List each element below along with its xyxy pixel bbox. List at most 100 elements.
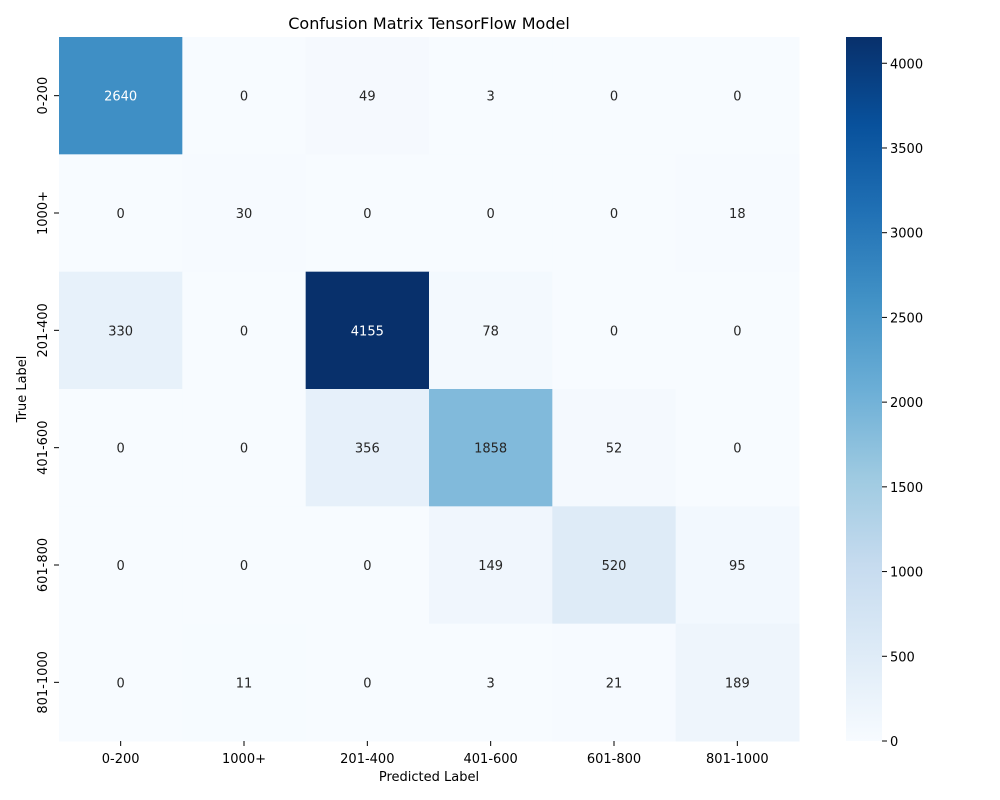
heatmap-cell <box>675 37 800 155</box>
heatmap-cell <box>429 271 553 390</box>
cell-value-label: 356 <box>355 442 380 457</box>
heatmap-cell <box>182 37 307 155</box>
cell-value-label: 0 <box>240 324 248 339</box>
cell-value-label: 149 <box>478 559 503 574</box>
cell-value-label: 189 <box>725 676 750 691</box>
heatmap-cell <box>305 37 430 155</box>
heatmap-cell <box>182 154 307 273</box>
heatmap-cell <box>182 506 307 625</box>
cell-value-label: 0 <box>240 559 248 574</box>
heatmap-cell <box>552 37 677 155</box>
heatmap-cell <box>59 271 183 390</box>
heatmap-cell <box>305 506 430 625</box>
heatmap-cell <box>429 389 553 507</box>
heatmap-cell <box>59 623 183 742</box>
cell-value-label: 18 <box>729 207 746 222</box>
heatmap-cell <box>182 271 307 390</box>
cell-value-label: 520 <box>602 559 627 574</box>
y-tick-label: 201-400 <box>36 303 51 357</box>
cell-value-label: 0 <box>117 676 125 691</box>
cell-value-label: 0 <box>610 90 618 105</box>
y-tick-label: 801-1000 <box>36 651 51 714</box>
heatmap-cell <box>675 623 800 742</box>
cell-value-label: 0 <box>610 324 618 339</box>
heatmap-cell <box>59 154 183 273</box>
cell-value-label: 4155 <box>351 324 384 339</box>
cell-value-label: 2640 <box>104 90 137 105</box>
cell-value-label: 52 <box>606 442 623 457</box>
x-tick-label: 0-200 <box>102 752 140 767</box>
heatmap-cell <box>675 506 800 625</box>
heatmap-cell <box>675 271 800 390</box>
cell-value-label: 30 <box>236 207 253 222</box>
colorbar-tick-label: 500 <box>890 650 915 665</box>
heatmap-cell <box>429 37 553 155</box>
colorbar <box>846 37 882 741</box>
colorbar-tick-label: 3500 <box>890 142 923 157</box>
colorbar-tick-label: 4000 <box>890 57 923 72</box>
cell-value-label: 0 <box>610 207 618 222</box>
cell-value-label: 330 <box>108 324 133 339</box>
heatmap-cell <box>429 623 553 742</box>
heatmap-cell <box>59 506 183 625</box>
heatmap-cell <box>552 389 677 507</box>
colorbar-ticks: 0 500 1000 1500 2000 2500 3000 3500 4000 <box>882 57 923 750</box>
cell-value-label: 78 <box>482 324 499 339</box>
y-tick-label: 1000+ <box>36 191 51 235</box>
cell-value-label: 0 <box>733 90 741 105</box>
heatmap-cell <box>305 389 430 507</box>
heatmap-cell <box>59 389 183 507</box>
colorbar-tick-label: 3000 <box>890 227 923 242</box>
colorbar-tick-label: 1000 <box>890 566 923 581</box>
y-tick-label: 601-800 <box>36 538 51 592</box>
chart-title: Confusion Matrix TensorFlow Model <box>288 14 570 33</box>
cell-value-label: 21 <box>606 676 623 691</box>
cell-value-label: 11 <box>236 676 253 691</box>
x-tick-label: 801-1000 <box>706 752 769 767</box>
heatmap-cell <box>675 154 800 273</box>
heatmap-cell <box>552 154 677 273</box>
cell-value-label: 0 <box>117 207 125 222</box>
x-axis: 0-200 1000+ 201-400 401-600 601-800 801-1000 <box>102 741 769 767</box>
heatmap-cell <box>552 506 677 625</box>
cell-value-label: 0 <box>363 207 371 222</box>
x-tick-label: 601-800 <box>587 752 641 767</box>
x-tick-label: 201-400 <box>340 752 394 767</box>
x-tick-label: 1000+ <box>222 752 266 767</box>
cell-value-label: 0 <box>733 442 741 457</box>
y-tick-label: 0-200 <box>36 77 51 115</box>
cell-value-label: 0 <box>363 559 371 574</box>
heatmap-cell <box>182 389 307 507</box>
cell-value-label: 0 <box>117 559 125 574</box>
heatmap-cell <box>182 623 307 742</box>
cell-value-label: 0 <box>117 442 125 457</box>
colorbar-tick-label: 1500 <box>890 481 923 496</box>
cell-value-label: 0 <box>487 207 495 222</box>
heatmap-cell <box>429 506 553 625</box>
y-tick-label: 401-600 <box>36 421 51 475</box>
cell-value-label: 3 <box>487 90 495 105</box>
heatmap-cell <box>552 271 677 390</box>
heatmap-cell <box>305 271 430 390</box>
heatmap-cell <box>305 623 430 742</box>
cell-value-label: 0 <box>240 442 248 457</box>
x-tick-label: 401-600 <box>464 752 518 767</box>
heatmap-cell <box>429 154 553 273</box>
heatmap-cell <box>552 623 677 742</box>
y-axis: 0-200 1000+ 201-400 401-600 601-800 801-1000 <box>36 77 59 714</box>
cell-value-label: 3 <box>487 676 495 691</box>
cell-value-label: 1858 <box>474 442 507 457</box>
colorbar-tick-label: 2500 <box>890 311 923 326</box>
heatmap-cell <box>675 389 800 507</box>
x-axis-label: Predicted Label <box>379 770 479 785</box>
colorbar-tick-label: 0 <box>890 735 898 750</box>
cell-value-label: 49 <box>359 90 376 105</box>
colorbar-tick-label: 2000 <box>890 396 923 411</box>
cell-value-label: 0 <box>240 90 248 105</box>
cell-value-label: 0 <box>733 324 741 339</box>
cell-value-label: 95 <box>729 559 746 574</box>
heatmap-cell <box>59 37 183 155</box>
cell-value-label: 0 <box>363 676 371 691</box>
